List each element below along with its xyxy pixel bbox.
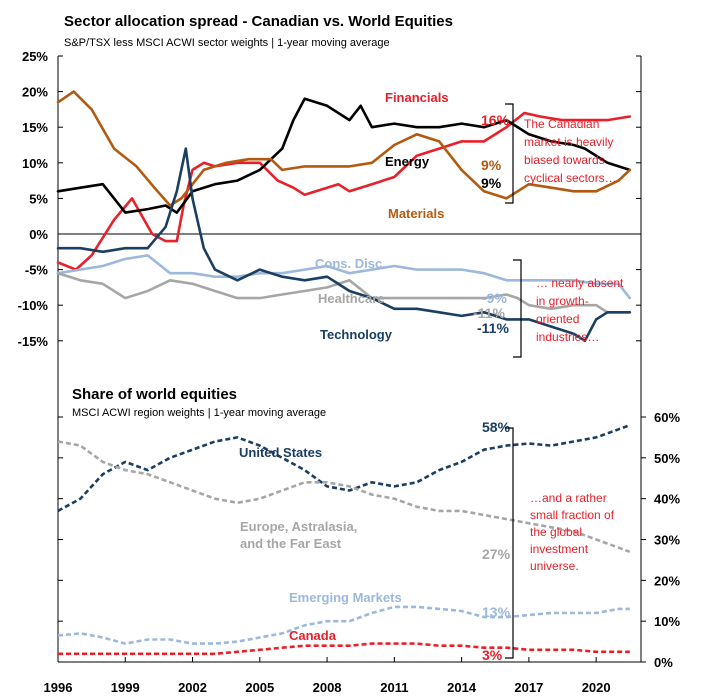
top-y-tick-label: -5%: [25, 263, 49, 278]
annotation-growth-line4: industries…: [536, 330, 599, 344]
top-y-tick-label: -15%: [18, 334, 49, 349]
annotation-growth: … nearly absent in growth- oriented indu…: [536, 276, 627, 344]
end-label-united-states: 58%: [482, 419, 511, 435]
label-emerging-markets: Emerging Markets: [289, 590, 402, 605]
top-y-tick-label: 15%: [22, 120, 48, 135]
series-line-canada: [58, 642, 630, 656]
label-technology: Technology: [320, 327, 393, 342]
bottom-y-tick-label: 40%: [654, 492, 680, 507]
end-label-financials: 16%: [481, 112, 510, 128]
bottom-y-axis-ticks: 60% 50% 40% 30% 20% 10% 0%: [58, 410, 680, 670]
end-label-emerging-markets: 13%: [482, 604, 511, 620]
bottom-y-tick-label: 60%: [654, 410, 680, 425]
x-tick-label: 2017: [514, 680, 543, 695]
annotation-share-line5: universe.: [530, 559, 579, 573]
label-eafe-line1: Europe, Astralasia,: [240, 519, 357, 534]
x-tick-label: 2020: [582, 680, 611, 695]
label-healthcare: Healthcare: [318, 291, 384, 306]
top-chart-subtitle: S&P/TSX less MSCI ACWI sector weights | …: [64, 37, 390, 49]
label-canada: Canada: [289, 628, 337, 643]
bracket-growth: [513, 259, 522, 358]
bracket-share: [505, 427, 514, 659]
bottom-chart-title: Share of world equities: [72, 386, 237, 403]
label-cons-disc: Cons. Disc.: [315, 256, 386, 271]
top-chart-title: Sector allocation spread - Canadian vs. …: [64, 13, 453, 30]
annotation-share-line2: small fraction of: [530, 508, 615, 522]
series-line-emerging-markets: [57, 605, 630, 645]
top-y-tick-label: 10%: [22, 156, 48, 171]
annotation-share-line3: the global: [530, 525, 582, 539]
end-label-technology: -11%: [477, 320, 509, 336]
series-line-technology: [56, 147, 632, 343]
series-line-cons-disc: [56, 254, 632, 300]
annotation-share-line1: …and a rather: [530, 491, 607, 505]
annotation-growth-line2: in growth-: [536, 294, 589, 308]
annotation-cyclical-line3: biased towards: [524, 153, 605, 167]
series-line-materials: [56, 90, 632, 207]
top-chart-series: [56, 90, 632, 343]
annotation-growth-line1: … nearly absent: [536, 276, 624, 290]
label-united-states: United States: [239, 445, 322, 460]
annotation-growth-line3: oriented: [536, 312, 579, 326]
label-eafe-line2: and the Far East: [240, 536, 342, 551]
annotation-cyclical-line2: market is heavily: [524, 135, 613, 149]
series-line-europe-astralasia-and-the-far-east: [57, 440, 631, 554]
x-tick-label: 2011: [380, 680, 408, 695]
annotation-cyclical-line4: cyclical sectors…: [524, 171, 617, 185]
x-tick-label: 2014: [447, 680, 477, 695]
label-eafe: Europe, Astralasia, and the Far East: [240, 519, 361, 551]
bottom-chart-series: [57, 423, 631, 656]
bottom-y-tick-label: 30%: [654, 533, 680, 548]
end-label-healthcare: -11%: [473, 305, 505, 321]
series-line-healthcare: [56, 271, 632, 314]
end-label-materials: 9%: [481, 157, 502, 173]
bracket-cyclical: [505, 103, 514, 204]
annotation-cyclical-line1: The Canadian: [524, 117, 599, 131]
end-label-canada: 3%: [482, 647, 503, 663]
top-y-tick-label: 5%: [29, 191, 48, 206]
label-energy: Energy: [385, 154, 430, 169]
bottom-chart-subtitle: MSCI ACWI region weights | 1-year moving…: [72, 407, 326, 419]
top-y-tick-label: 25%: [22, 49, 48, 64]
end-label-energy: 9%: [481, 175, 502, 191]
x-tick-label: 2002: [178, 680, 207, 695]
x-tick-label: 1996: [44, 680, 73, 695]
label-financials: Financials: [385, 90, 449, 105]
series-line-energy: [56, 97, 632, 214]
annotation-cyclical: The Canadian market is heavily biased to…: [524, 117, 617, 185]
top-y-tick-label: 0%: [29, 227, 48, 242]
x-tick-label: 2008: [313, 680, 342, 695]
bottom-y-tick-label: 0%: [654, 655, 673, 670]
x-axis-ticks: 1996 1999 2002 2005 2008 2011 2014 2017 2020: [44, 657, 611, 695]
bottom-y-tick-label: 50%: [654, 451, 680, 466]
x-tick-label: 1999: [111, 680, 140, 695]
annotation-share-line4: investment: [530, 542, 589, 556]
top-y-tick-label: -10%: [18, 298, 49, 313]
top-y-tick-label: 20%: [22, 85, 48, 100]
x-tick-label: 2005: [245, 680, 274, 695]
end-label-cons-disc: -9%: [482, 290, 507, 306]
bottom-y-tick-label: 20%: [654, 573, 680, 588]
annotation-share: …and a rather small fraction of the glob…: [530, 491, 617, 573]
label-materials: Materials: [388, 206, 444, 221]
end-label-eafe: 27%: [482, 546, 511, 562]
series-line-united-states: [57, 423, 631, 513]
top-y-axis-ticks: 25% 20% 15% 10% 5% 0% -5% -10% -15%: [18, 49, 641, 349]
bottom-y-tick-label: 10%: [654, 614, 680, 629]
